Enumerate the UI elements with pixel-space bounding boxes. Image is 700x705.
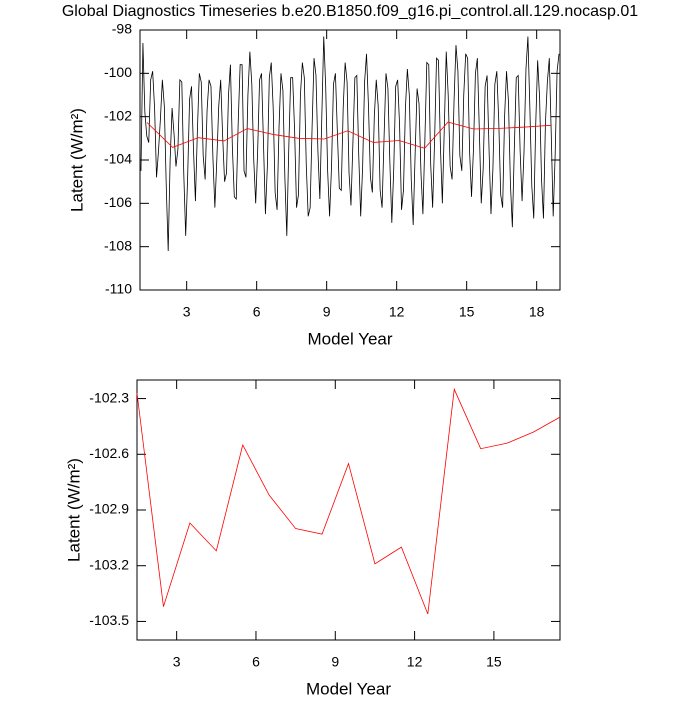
x-tick-label: 12 bbox=[389, 304, 405, 320]
x-tick-label: 9 bbox=[331, 654, 339, 670]
y-tick-label: -102.3 bbox=[89, 389, 129, 405]
x-tick-label: 3 bbox=[183, 304, 191, 320]
y-tick-label: -98 bbox=[112, 21, 132, 37]
x-tick-label: 12 bbox=[407, 654, 423, 670]
y-tick-label: -103.2 bbox=[89, 556, 129, 572]
x-tick-label: 6 bbox=[252, 654, 260, 670]
plot-frame bbox=[136, 379, 561, 641]
y-tick-label: -106 bbox=[104, 194, 132, 210]
chart-title: Global Diagnostics Timeseries b.e20.B185… bbox=[62, 3, 638, 20]
x-axis-label: Model Year bbox=[307, 329, 392, 348]
y-tick-label: -108 bbox=[104, 237, 132, 253]
x-tick-label: 9 bbox=[323, 304, 331, 320]
x-tick-label: 3 bbox=[173, 654, 181, 670]
plot-frame bbox=[139, 29, 561, 291]
y-tick-label: -102.6 bbox=[89, 445, 129, 461]
series-line bbox=[140, 36, 560, 252]
y-tick-label: -102 bbox=[104, 107, 132, 123]
y-axis-label: Latent (W/m²) bbox=[64, 458, 83, 562]
x-tick-label: 15 bbox=[459, 304, 475, 320]
y-tick-label: -104 bbox=[104, 151, 132, 167]
y-tick-label: -110 bbox=[105, 281, 132, 297]
series-line bbox=[146, 121, 551, 149]
series-line bbox=[136, 387, 561, 615]
y-tick-label: -100 bbox=[104, 64, 132, 80]
x-axis-label: Model Year bbox=[306, 679, 391, 698]
y-tick-label: -102.9 bbox=[89, 501, 129, 517]
x-tick-label: 18 bbox=[529, 304, 545, 320]
x-tick-label: 6 bbox=[253, 304, 261, 320]
y-tick-label: -103.5 bbox=[89, 612, 129, 628]
x-tick-label: 15 bbox=[486, 654, 502, 670]
y-axis-label: Latent (W/m²) bbox=[67, 108, 86, 212]
